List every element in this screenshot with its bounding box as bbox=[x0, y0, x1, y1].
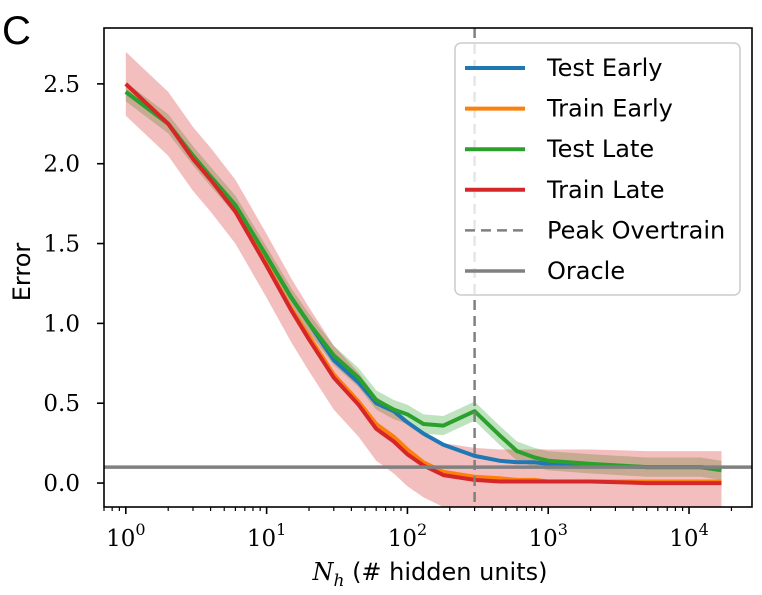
legend-label-peak-overtrain: Peak Overtrain bbox=[547, 216, 725, 244]
legend: Test Early Train Early Test Late Train Late… bbox=[454, 42, 741, 296]
reference-lines bbox=[104, 28, 752, 507]
x-tick-exponent: 2 bbox=[417, 520, 427, 539]
legend-label-test-early: Test Early bbox=[546, 54, 663, 82]
x-axis-label: Nh (# hidden units) bbox=[311, 558, 547, 591]
y-tick-label: 1.0 bbox=[43, 311, 80, 337]
legend-label-train-early: Train Early bbox=[546, 95, 673, 123]
y-tick-label: 0.5 bbox=[43, 391, 80, 417]
legend-label-test-late: Test Late bbox=[546, 135, 654, 163]
confidence-bands bbox=[125, 51, 722, 508]
y-tick-label: 2.0 bbox=[43, 152, 80, 178]
x-tick-exponent: 0 bbox=[135, 520, 145, 539]
axes bbox=[103, 27, 753, 508]
legend-label-train-late: Train Late bbox=[546, 176, 664, 204]
legend-box bbox=[454, 42, 741, 296]
train-late-band bbox=[125, 51, 722, 508]
series-lines bbox=[124, 82, 722, 486]
x-tick-label: 101 bbox=[247, 520, 286, 552]
legend-label-oracle: Oracle bbox=[547, 257, 625, 285]
x-tick-base: 10 bbox=[528, 526, 557, 552]
x-tick-label: 102 bbox=[388, 520, 427, 552]
x-tick-base: 10 bbox=[247, 526, 276, 552]
x-tick-base: 10 bbox=[106, 526, 135, 552]
x-tick-label: 103 bbox=[528, 520, 567, 552]
x-axis-label-rest: (# hidden units) bbox=[344, 558, 547, 586]
x-tick-base: 10 bbox=[669, 526, 698, 552]
x-tick-exponent: 3 bbox=[558, 520, 568, 539]
y-tick-label: 0.0 bbox=[43, 471, 80, 497]
y-tick-label: 2.5 bbox=[43, 72, 80, 98]
train-late-line bbox=[124, 82, 722, 486]
y-tick-label: 1.5 bbox=[43, 232, 80, 258]
x-tick-base: 10 bbox=[388, 526, 417, 552]
plot-frame bbox=[103, 27, 753, 508]
x-tick-exponent: 1 bbox=[276, 520, 286, 539]
test-late-line bbox=[124, 90, 722, 473]
y-axis-label: Error bbox=[8, 243, 36, 302]
x-axis-subscript: h bbox=[333, 571, 344, 591]
panel-letter: C bbox=[2, 9, 31, 53]
x-tick-label: 104 bbox=[669, 520, 708, 552]
x-tick-exponent: 4 bbox=[699, 520, 709, 539]
x-tick-label: 100 bbox=[106, 520, 145, 552]
x-axis-symbol: N bbox=[311, 558, 334, 586]
